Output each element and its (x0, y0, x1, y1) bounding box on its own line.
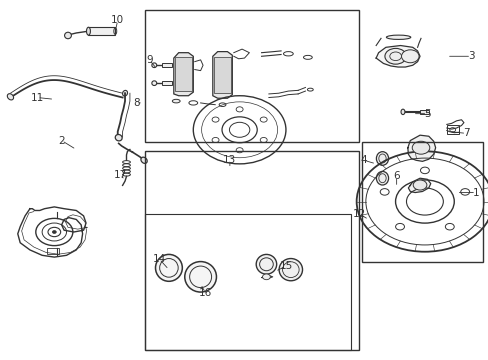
Text: 13: 13 (223, 155, 236, 165)
Circle shape (384, 48, 406, 64)
Bar (361, 142, 483, 262)
Bar (419, 110, 428, 114)
Text: 8: 8 (133, 98, 139, 108)
Text: 10: 10 (111, 15, 124, 26)
Ellipse shape (7, 94, 14, 100)
Text: 7: 7 (462, 129, 468, 138)
Text: 1: 1 (472, 188, 478, 198)
Text: 5: 5 (423, 109, 430, 119)
Text: 3: 3 (467, 51, 473, 61)
Ellipse shape (152, 63, 157, 68)
Text: 17: 17 (113, 170, 126, 180)
Ellipse shape (141, 157, 147, 163)
Circle shape (401, 50, 418, 63)
Ellipse shape (400, 109, 404, 114)
Ellipse shape (376, 171, 388, 185)
Polygon shape (407, 135, 435, 161)
Ellipse shape (64, 32, 71, 39)
Ellipse shape (279, 258, 302, 281)
Bar (214, 57, 231, 93)
Ellipse shape (376, 152, 388, 165)
Bar (161, 63, 172, 67)
Bar (144, 214, 350, 350)
Circle shape (52, 230, 56, 233)
Ellipse shape (115, 135, 122, 141)
Circle shape (262, 274, 270, 280)
Ellipse shape (172, 99, 180, 103)
Ellipse shape (256, 255, 276, 274)
Circle shape (411, 141, 429, 154)
Text: 2: 2 (58, 136, 65, 145)
Text: 16: 16 (199, 288, 212, 298)
Text: 15: 15 (279, 261, 292, 271)
Text: 9: 9 (146, 55, 152, 65)
Text: 11: 11 (31, 93, 44, 103)
Bar (161, 81, 172, 85)
Ellipse shape (152, 81, 157, 86)
Polygon shape (407, 178, 430, 193)
Bar (88, 27, 115, 36)
Bar (144, 151, 358, 350)
Text: 4: 4 (360, 155, 366, 165)
Polygon shape (375, 45, 419, 67)
Polygon shape (212, 51, 232, 98)
Circle shape (412, 180, 426, 190)
Text: 6: 6 (392, 171, 399, 181)
Text: 14: 14 (152, 254, 165, 264)
Bar (47, 248, 59, 254)
Bar (175, 57, 192, 91)
Bar (446, 126, 458, 134)
Ellipse shape (155, 255, 182, 281)
Ellipse shape (184, 262, 216, 292)
Ellipse shape (386, 35, 410, 40)
Text: 12: 12 (352, 209, 365, 219)
Polygon shape (173, 53, 193, 96)
Ellipse shape (122, 90, 127, 96)
Bar (144, 10, 358, 142)
Ellipse shape (86, 27, 90, 35)
